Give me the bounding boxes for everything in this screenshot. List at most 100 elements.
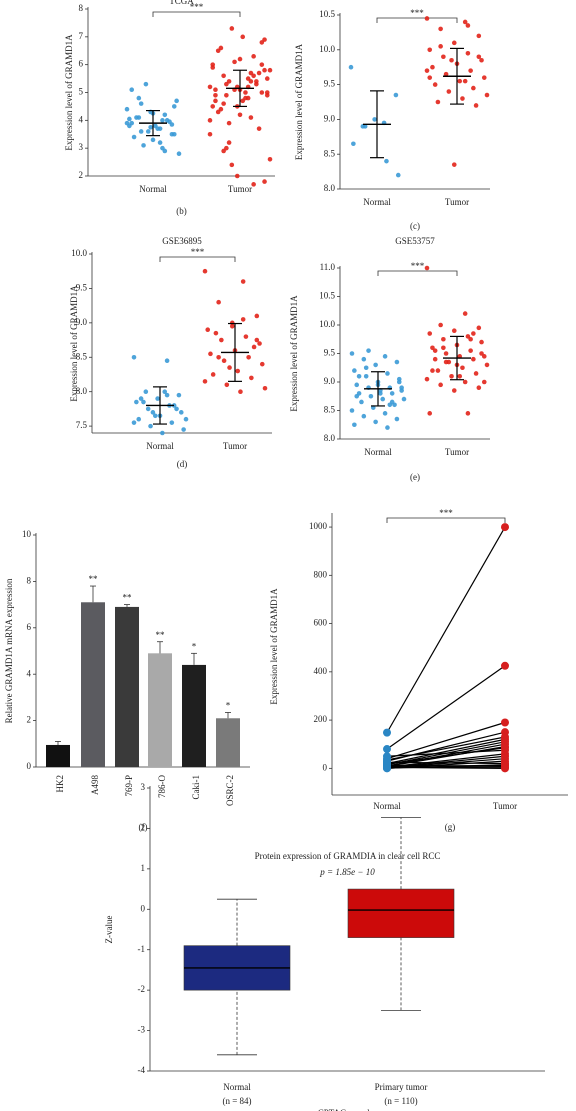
data-point [435, 99, 441, 105]
data-point [254, 79, 259, 84]
x-tick-label: Tumor [228, 184, 252, 194]
data-point [451, 162, 457, 167]
data-point [462, 379, 468, 385]
data-point [243, 90, 248, 95]
data-point [216, 354, 221, 360]
y-tick-label: 8 [27, 575, 32, 585]
data-point [221, 358, 227, 364]
y-tick-label: 800 [314, 569, 328, 579]
data-point [441, 54, 446, 60]
data-point [359, 399, 364, 405]
data-point [351, 141, 356, 147]
data-point [465, 50, 471, 56]
data-point [424, 16, 430, 21]
data-point [243, 95, 248, 101]
data-point [501, 661, 509, 670]
data-point [235, 368, 241, 374]
data-point [438, 322, 443, 328]
y-tick-label: 6 [27, 622, 32, 632]
pair-line [386, 526, 506, 733]
data-point [245, 76, 251, 81]
y-tick-label: 3 [141, 782, 146, 792]
data-point [141, 399, 146, 405]
data-point [213, 87, 218, 93]
data-point [129, 120, 135, 126]
data-point [501, 523, 509, 532]
data-point [215, 109, 221, 115]
data-point [264, 76, 270, 81]
data-point [427, 411, 433, 416]
data-point [256, 126, 262, 131]
data-point [205, 327, 211, 333]
significance-bracket [377, 270, 458, 276]
data-point [162, 112, 168, 118]
data-point [462, 19, 468, 25]
y-axis-label: Expression level of GRAMD1A [294, 43, 304, 160]
data-point [248, 115, 254, 120]
data-point [238, 389, 243, 394]
y-tick-label: 400 [314, 666, 328, 676]
data-point [229, 26, 235, 31]
x-tick-label: Normal [364, 447, 392, 457]
data-point [438, 382, 443, 388]
bar [216, 718, 240, 767]
data-point [171, 403, 177, 408]
y-tick-label: 7 [79, 31, 84, 41]
x-tick-label: Normal [223, 1082, 251, 1092]
data-point [368, 393, 374, 399]
data-point [457, 374, 463, 379]
x-tick-label: Normal [363, 197, 391, 207]
y-tick-label: 1 [141, 863, 146, 873]
data-point [451, 40, 457, 46]
y-tick-label: 9.0 [324, 113, 336, 123]
data-point [393, 92, 399, 98]
data-point [224, 382, 230, 388]
data-point [462, 311, 468, 316]
x-tick-label: Tumor [445, 447, 469, 457]
data-point [443, 71, 449, 77]
data-point [169, 420, 175, 425]
data-point [157, 140, 163, 145]
chart-subtitle: p = 1.85e − 10 [319, 867, 375, 877]
chart-title: GSE53757 [395, 236, 435, 246]
data-point [160, 118, 165, 123]
data-point [501, 718, 509, 727]
y-tick-label: 9.0 [76, 317, 88, 327]
y-tick-label: 0 [323, 762, 328, 772]
data-point [501, 760, 509, 769]
data-point [143, 81, 149, 87]
data-point [382, 354, 388, 359]
data-point [267, 157, 273, 162]
data-point [164, 392, 170, 398]
data-point [259, 62, 265, 67]
data-point [471, 331, 476, 336]
data-point [481, 379, 487, 385]
y-axis-label: Expression level of GRAMD1A [64, 34, 74, 151]
data-point [471, 85, 476, 91]
y-tick-label: 8.0 [76, 386, 88, 396]
chart-title: Protein expression of GRAMDIA in clear c… [255, 851, 441, 861]
data-point [237, 56, 243, 62]
data-point [399, 385, 404, 391]
data-point [257, 341, 262, 346]
bar [81, 602, 105, 767]
data-point [171, 131, 177, 137]
data-point [131, 354, 137, 360]
y-tick-label: 600 [314, 618, 328, 628]
data-point [240, 317, 246, 322]
data-point [465, 334, 471, 339]
significance-label: *** [191, 247, 205, 257]
pair-line [386, 738, 506, 765]
data-point [354, 382, 360, 388]
significance-label: *** [410, 8, 424, 18]
data-point [349, 351, 355, 356]
data-point [443, 351, 449, 356]
data-point [131, 420, 137, 425]
data-point [468, 68, 473, 73]
data-point [226, 79, 232, 84]
data-point [134, 115, 139, 120]
data-point [169, 122, 175, 127]
x-tick-label: A498 [90, 775, 100, 795]
data-point [240, 34, 246, 40]
data-point [352, 422, 357, 428]
